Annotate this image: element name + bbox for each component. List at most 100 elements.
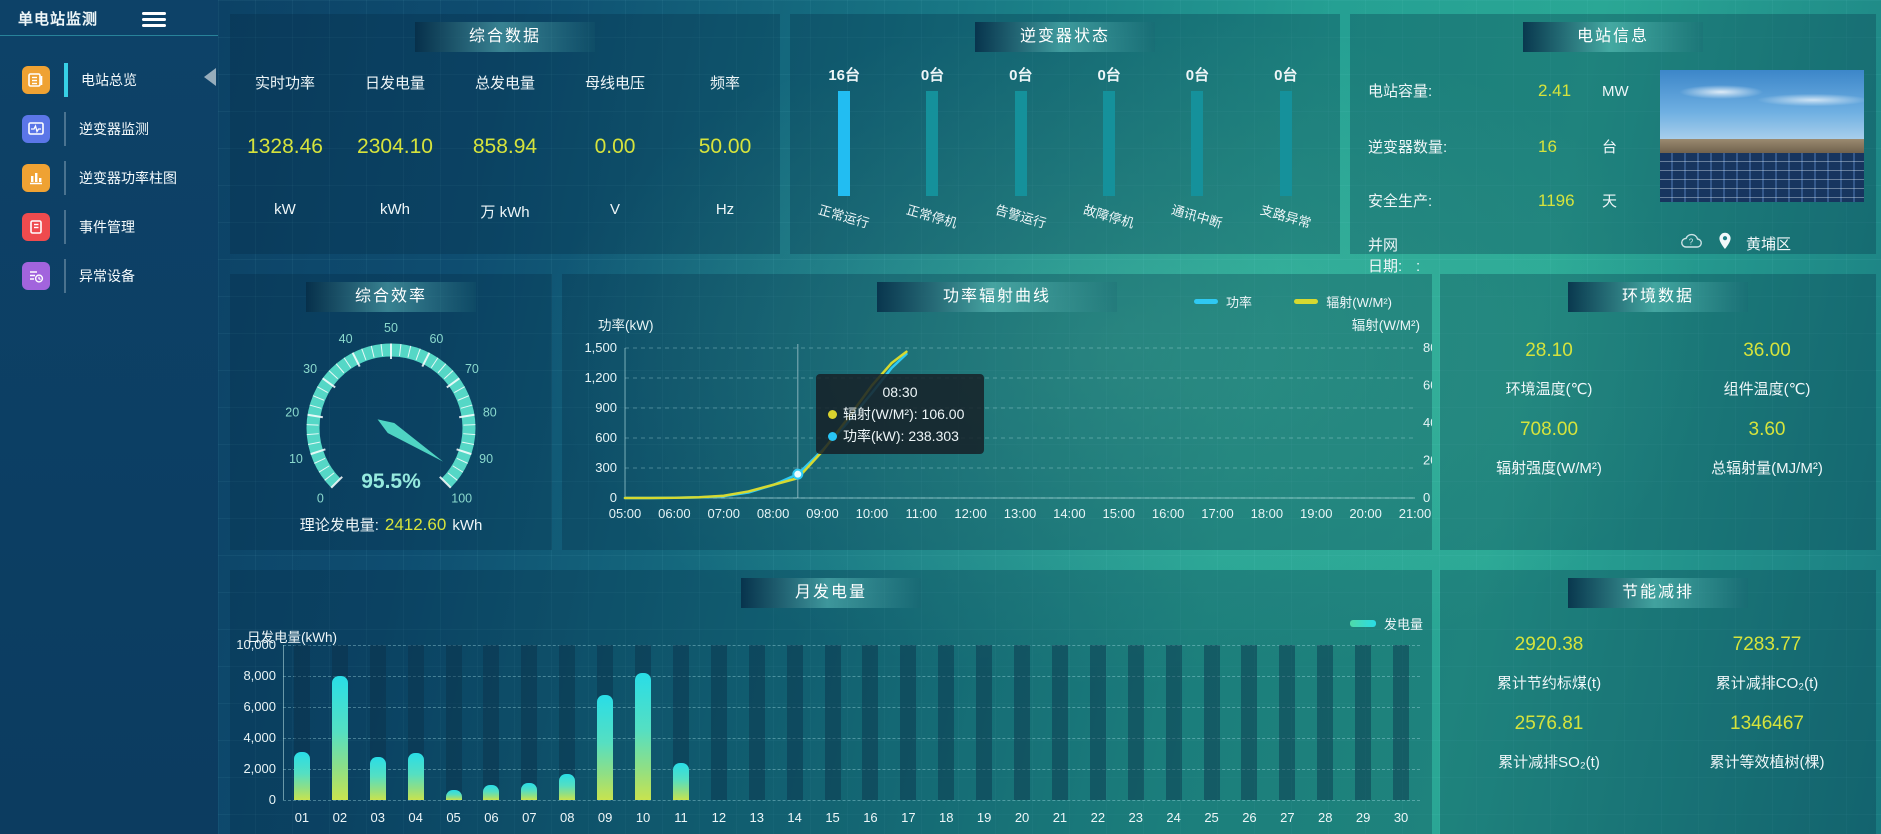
bar-gridline <box>283 800 1420 801</box>
svg-text:200: 200 <box>1423 453 1432 468</box>
legend-radiation[interactable]: 辐射(W/M²) <box>1294 292 1392 311</box>
sidebar-item-abnormal-devices[interactable]: 异常设备 <box>0 254 218 298</box>
inverter-status-col-5: 0台 通讯中断 <box>1153 64 1241 249</box>
sidebar-item-label: 异常设备 <box>79 268 135 284</box>
shadow-bar <box>786 645 803 800</box>
sidebar-item-label: 逆变器功率柱图 <box>79 170 177 186</box>
bar-day-08 <box>559 773 576 800</box>
bar-x-tick: 18 <box>939 810 954 825</box>
bar-x-tick: 02 <box>332 810 348 825</box>
inverter-status-col-3: 0台 告警运行 <box>977 64 1065 249</box>
shadow-bar <box>483 645 500 800</box>
svg-text:600: 600 <box>1423 378 1432 393</box>
bar-x-tick: 01 <box>294 810 310 825</box>
bar-gridline <box>283 769 1420 770</box>
svg-text:70: 70 <box>465 362 479 376</box>
svg-text:?: ? <box>1689 238 1694 247</box>
left-axis-title: 功率(kW) <box>598 318 654 333</box>
environment-grid: 28.10 环境温度(℃) 36.00 组件温度(℃) 708.00 辐射强度(W/M… <box>1440 340 1876 488</box>
bar-y-tick: 2,000 <box>243 761 276 776</box>
bar-day-06 <box>483 785 500 800</box>
svg-text:0: 0 <box>317 492 324 506</box>
monthly-bar-chart[interactable]: 10,000 8,000 6,000 4,000 2,000 0 01 02 03 04 05 06 0… <box>230 570 1432 834</box>
weather-cloud-icon[interactable]: ? <box>1680 233 1704 253</box>
shadow-bar <box>1393 645 1410 800</box>
power-radiation-chart[interactable]: 1,5001,2009006003000800600400200005:0006… <box>562 274 1432 550</box>
inverter-count: 0台 <box>920 67 945 84</box>
inverter-status-bar <box>926 91 939 196</box>
location-pin-icon[interactable] <box>1718 232 1732 254</box>
bar-x-tick: 28 <box>1318 810 1333 825</box>
svg-text:60: 60 <box>429 332 443 346</box>
metric-frequency: 频率 50.00 Hz <box>698 75 752 218</box>
location-name: 黄埔区 <box>1746 235 1792 253</box>
bar-x-tick: 27 <box>1280 810 1295 825</box>
sidebar-item-event-management[interactable]: 事件管理 <box>0 205 218 249</box>
gauge-needle <box>377 419 444 462</box>
sidebar-item-inverter-monitor[interactable]: 逆变器监测 <box>0 107 218 151</box>
chart-tooltip: 08:30 辐射(W/M²): 106.00 功率(kW): 238.303 <box>816 374 984 454</box>
shadow-bar <box>862 645 879 800</box>
shadow-bar <box>1165 645 1182 800</box>
bar-x-tick: 24 <box>1166 810 1181 825</box>
inverter-status-col-4: 0台 故障停机 <box>1065 64 1153 249</box>
location-row: ? 黄埔区 <box>1680 232 1791 254</box>
tooltip-power-row: 功率(kW): 238.303 <box>828 425 972 447</box>
legend-power[interactable]: 功率 <box>1193 292 1252 311</box>
bar-x-tick: 29 <box>1355 810 1371 825</box>
panel-title: 逆变器状态 <box>975 22 1155 52</box>
bar-y-tick: 10,000 <box>236 637 276 652</box>
legend-generation[interactable]: 发电量 <box>1350 614 1423 633</box>
inverter-status-bar <box>1014 91 1027 196</box>
panel-summary: 综合数据 实时功率 1328.46 kW 日发电量 2304.10 kWh 总发电量 85… <box>230 14 780 254</box>
svg-text:20:00: 20:00 <box>1349 506 1382 521</box>
metric-total-energy: 总发电量 858.94 万 kWh <box>472 75 538 221</box>
hover-marker <box>792 468 804 480</box>
panel-title: 功率辐射曲线 <box>877 282 1117 312</box>
svg-text:1,200: 1,200 <box>584 370 617 385</box>
bar-x-tick: 03 <box>370 810 385 825</box>
saving-so2: 2576.81 累计减排SO₂(t) <box>1498 713 1600 771</box>
efficiency-gauge[interactable]: 0 10 20 30 40 50 60 70 80 90 100 <box>230 310 552 546</box>
svg-text:06:00: 06:00 <box>658 506 691 521</box>
bar-y-axis-title: 日发电量(kWh) <box>247 630 337 645</box>
menu-icon[interactable] <box>142 9 166 30</box>
shadow-bar <box>672 645 689 800</box>
sidebar-item-inverter-power-bars[interactable]: 逆变器功率柱图 <box>0 156 218 200</box>
bar-x-tick: 17 <box>901 810 916 825</box>
collapse-sidebar-icon[interactable] <box>204 68 216 86</box>
panel-energy-saving: 节能减排 2920.38 累计节约标煤(t) 7283.77 累计减排CO₂(t) … <box>1440 570 1876 834</box>
panel-title: 环境数据 <box>1568 282 1748 312</box>
power-dot-icon <box>828 432 837 441</box>
svg-text:80: 80 <box>483 405 497 419</box>
panel-efficiency: 综合效率 0 10 20 30 40 50 60 70 80 90 100 95.5% 理论发电量:… <box>230 274 552 550</box>
sidebar-item-station-overview[interactable]: 电站总览 <box>0 58 218 102</box>
station-inverter-count-row: 逆变器数量: 16 台 <box>1368 137 1618 156</box>
bar-day-04 <box>407 752 424 800</box>
station-photo <box>1660 70 1864 202</box>
inverter-bar-chart-icon <box>22 164 50 192</box>
panel-power-radiation: 功率辐射曲线 功率(kW) 辐射(W/M²) 功率 辐射(W/M²) 1,500… <box>562 274 1432 550</box>
inverter-status-chart[interactable]: 16台 正常运行 0台 正常停机 0台 告警运行 0台 故障停机 0台 通讯中断 0台 支路异常 <box>800 64 1330 249</box>
svg-text:100: 100 <box>451 492 472 506</box>
panel-title: 综合效率 <box>306 282 476 312</box>
sidebar-item-label: 逆变器监测 <box>79 121 149 137</box>
bar-y-tick: 6,000 <box>243 699 276 714</box>
tooltip-radiation-row: 辐射(W/M²): 106.00 <box>828 403 972 425</box>
bar-x-tick: 07 <box>522 810 537 825</box>
shadow-bar <box>824 645 841 800</box>
saving-co2: 7283.77 累计减排CO₂(t) <box>1715 634 1819 692</box>
bar-x-tick: 23 <box>1128 810 1143 825</box>
inverter-count: 0台 <box>1097 67 1121 84</box>
inverter-status-col-1: 16台 正常运行 <box>800 64 888 249</box>
bar-x-tick: 06 <box>484 810 499 825</box>
svg-text:90: 90 <box>479 452 493 466</box>
bar-day-10 <box>635 672 652 800</box>
item-divider <box>64 112 66 146</box>
shadow-bar <box>710 645 727 800</box>
grid-date-row: 并网日期:: <box>1368 237 1421 275</box>
bar-day-07 <box>521 782 538 800</box>
bar-x-tick: 21 <box>1052 810 1068 825</box>
inverter-status-bar <box>1103 91 1116 196</box>
legend-swatch <box>1193 299 1218 304</box>
